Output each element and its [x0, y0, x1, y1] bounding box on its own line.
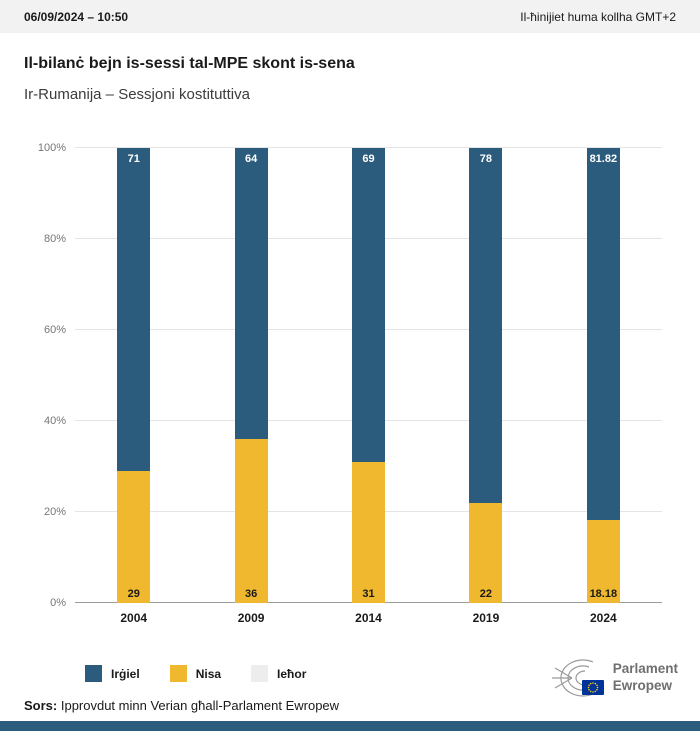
- segment-women[interactable]: 29: [117, 471, 151, 603]
- bar-column-2019: 78 22: [427, 148, 544, 603]
- y-tick-label: 100%: [37, 142, 66, 154]
- source-line: Sors: Ipprovdut minn Verian għall-Parlam…: [24, 698, 339, 713]
- legend-item-nisa[interactable]: Nisa: [169, 665, 222, 682]
- datetime-label: 06/09/2024 – 10:50: [24, 9, 129, 24]
- eu-flag: [581, 680, 604, 695]
- y-tick-label: 20%: [43, 506, 66, 518]
- plot-area: 71 29 64 36 69 31 78 22 81.82 18.18: [75, 147, 662, 603]
- segment-women[interactable]: 36: [234, 439, 268, 603]
- women-value-label: 18.18: [589, 587, 618, 600]
- segment-men[interactable]: 64: [234, 148, 268, 440]
- stacked-bar-2014[interactable]: 69 31: [352, 148, 386, 603]
- bar-column-2014: 69 31: [310, 148, 427, 603]
- stacked-bar-2024[interactable]: 81.82 18.18: [586, 148, 620, 603]
- women-value-label: 36: [244, 587, 258, 600]
- women-value-label: 22: [479, 587, 493, 600]
- x-tick-label: 2024: [589, 611, 617, 625]
- hemicycle-icon: [551, 659, 604, 697]
- footer-accent-bar: [0, 721, 700, 731]
- stacked-bar-2009[interactable]: 64 36: [234, 148, 268, 603]
- women-value-label: 29: [127, 587, 140, 600]
- y-tick-label: 60%: [43, 324, 66, 336]
- logo-text-line1: Parlament: [612, 661, 678, 677]
- source-prefix: Sors:: [24, 698, 58, 713]
- legend-label: Nisa: [195, 666, 222, 681]
- gridline: [75, 147, 662, 148]
- x-tick-label: 2019: [472, 611, 500, 625]
- parliament-logo: Parlament Ewropew: [547, 655, 678, 701]
- y-axis-labels: 0% 20% 40% 60% 80% 100%: [0, 142, 66, 609]
- y-tick-label: 40%: [43, 415, 66, 427]
- segment-women[interactable]: 22: [469, 502, 503, 603]
- legend-item-ieħor[interactable]: Ieħor: [251, 665, 306, 682]
- y-tick-label: 0%: [50, 597, 66, 609]
- bar-column-2004: 71 29: [75, 148, 192, 603]
- bar-column-2024: 81.82 18.18: [545, 148, 662, 603]
- legend-swatch: [251, 665, 269, 682]
- legend: Irġiel Nisa Ieħor: [85, 665, 306, 682]
- legend-label: Irġiel: [111, 666, 140, 681]
- men-value-label: 69: [362, 153, 375, 165]
- legend-swatch: [169, 665, 187, 682]
- y-tick-label: 80%: [43, 233, 66, 245]
- x-axis-labels: 2004 2009 2014 2019 2024: [75, 611, 662, 629]
- page-subtitle: Ir-Rumanija – Sessjoni kostituttiva: [24, 86, 250, 103]
- eu-stars: [587, 682, 599, 693]
- x-tick-label: 2004: [120, 611, 148, 625]
- legend-item-irġiel[interactable]: Irġiel: [85, 665, 140, 682]
- page-title: Il-bilanċ bejn is-sessi tal-MPE skont is…: [24, 55, 355, 72]
- legend-label: Ieħor: [277, 666, 307, 681]
- chart-area: 0% 20% 40% 60% 80% 100% 71 29 64 36 69 31 78 22 81.82…: [0, 142, 700, 609]
- x-tick-label: 2014: [355, 611, 382, 625]
- men-value-label: 78: [479, 153, 493, 165]
- bars: 71 29 64 36 69 31 78 22 81.82 18.18: [75, 148, 662, 603]
- logo-text: Parlament Ewropew: [613, 661, 678, 695]
- source-text: Ipprovdut minn Verian għall-Parlament Ew…: [57, 698, 340, 713]
- legend-swatch: [85, 665, 102, 682]
- men-value-label: 64: [244, 153, 258, 165]
- segment-men[interactable]: 78: [469, 148, 503, 503]
- stacked-bar-2004[interactable]: 71 29: [117, 148, 151, 603]
- segment-men[interactable]: 71: [117, 148, 151, 472]
- men-value-label: 71: [127, 153, 140, 165]
- bar-column-2009: 64 36: [192, 148, 309, 603]
- women-value-label: 31: [362, 587, 375, 600]
- stacked-bar-2019[interactable]: 78 22: [469, 148, 503, 603]
- men-value-label: 81.82: [589, 153, 618, 165]
- segment-men[interactable]: 81.82: [586, 148, 620, 521]
- x-tick-label: 2009: [237, 611, 265, 625]
- top-bar: 06/09/2024 – 10:50 Il-ħinijiet huma koll…: [0, 0, 700, 33]
- segment-women[interactable]: 18.18: [586, 520, 620, 603]
- segment-women[interactable]: 31: [352, 461, 386, 603]
- timezone-note: Il-ħinijiet huma kollha GMT+2: [520, 9, 676, 24]
- logo-text-line2: Ewropew: [612, 678, 672, 693]
- segment-men[interactable]: 69: [352, 148, 386, 462]
